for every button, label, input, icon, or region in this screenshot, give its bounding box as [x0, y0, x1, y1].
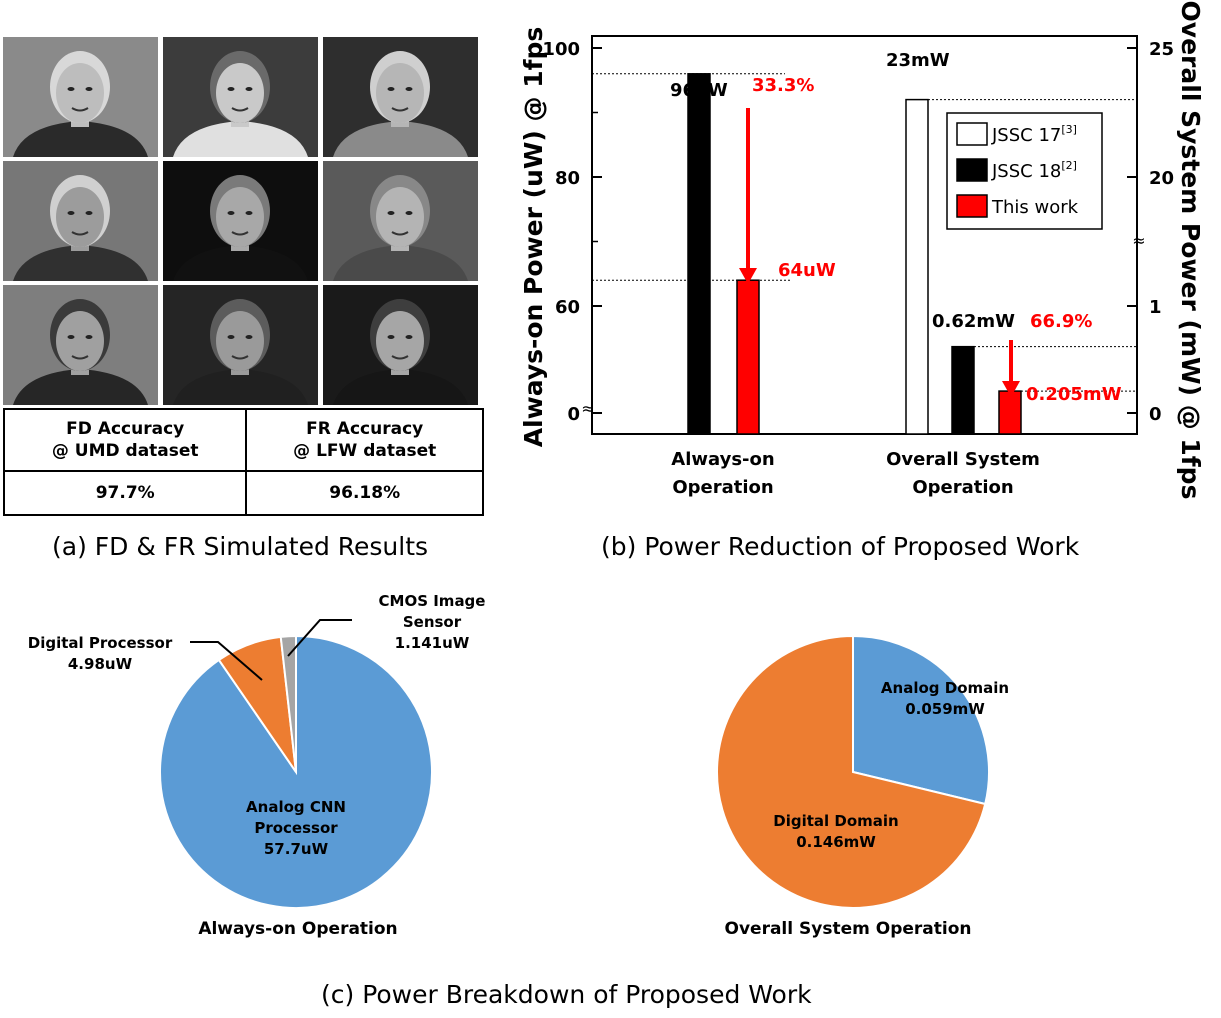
- face-photo: [163, 285, 318, 405]
- right-tick-label: 0: [1149, 404, 1162, 425]
- legend-label: JSSC 18[2]: [991, 159, 1077, 182]
- caption-panel-b: (b) Power Reduction of Proposed Work: [601, 532, 1080, 561]
- legend-label: This work: [991, 197, 1079, 218]
- table-header-fr: FR Accuracy @ LFW dataset: [245, 408, 484, 472]
- bar-jssc18-always-on: [687, 73, 711, 435]
- category-label: Overall System: [886, 449, 1040, 470]
- pie-slice-label: Digital Processor: [28, 634, 173, 652]
- face-photo: [3, 37, 158, 157]
- chart-legend: JSSC 17[3] JSSC 18[2] This work: [946, 112, 1103, 230]
- category-label: Operation: [912, 477, 1013, 498]
- left-axis-title: Always-on Power (uW) @ 1fps: [519, 27, 548, 448]
- pie-slice-label: 57.7uW: [264, 840, 329, 858]
- category-label: Operation: [672, 477, 773, 498]
- left-tick-label: 60: [555, 297, 580, 318]
- leader-line-digital: [190, 641, 263, 681]
- pie-slice-label: Sensor: [403, 613, 462, 631]
- table-header-fd: FD Accuracy @ UMD dataset: [2, 408, 248, 472]
- face-photo: [323, 285, 478, 405]
- face-photo: [323, 161, 478, 281]
- reduction-label-overall: 66.9%: [1030, 311, 1092, 332]
- accuracy-table: FD Accuracy @ UMD dataset FR Accuracy @ LF…: [2, 408, 484, 516]
- legend-swatch: [956, 122, 988, 146]
- value-label-96uw: 96uW: [670, 80, 728, 101]
- pie-title: Always-on Operation: [198, 919, 397, 939]
- face-photo: [3, 285, 158, 405]
- legend-swatch: [956, 194, 988, 218]
- right-tick-label: 1: [1149, 297, 1162, 318]
- pie-slice-label: Processor: [254, 819, 338, 837]
- reduction-label-always-on: 33.3%: [752, 75, 814, 96]
- pie-slice-label: 4.98uW: [68, 655, 133, 673]
- left-tick-label: 100: [542, 39, 580, 60]
- right-axis-break: ≈: [1132, 231, 1145, 250]
- table-cell-fr-accuracy: 96.18%: [245, 470, 484, 516]
- pie-slice-label: Digital Domain: [773, 812, 898, 830]
- face-photo: [163, 37, 318, 157]
- pie-slice-label: Analog CNN: [246, 798, 346, 816]
- legend-swatch: [956, 158, 988, 182]
- bar-this-work-always-on: [736, 279, 760, 435]
- value-label-23mw: 23mW: [886, 50, 950, 71]
- reduction-arrow-overall-head: [1002, 381, 1020, 397]
- face-photo: [323, 37, 478, 157]
- face-photo: [3, 161, 158, 281]
- bar-this-work-overall: [998, 390, 1022, 435]
- pie-slice-label: 1.141uW: [395, 634, 470, 652]
- pie-slice-label: CMOS Image: [379, 592, 486, 610]
- plot-frame: [591, 35, 1138, 435]
- pie-slice-label: 0.146mW: [796, 833, 876, 851]
- right-axis-title: Overall System Power (mW) @ 1fps: [1176, 1, 1205, 500]
- pie-slice: [716, 634, 987, 909]
- value-label-0205mw: 0.205mW: [1026, 384, 1122, 405]
- pie-slice-label: 0.059mW: [905, 700, 985, 718]
- left-tick-label: 0: [567, 404, 580, 425]
- value-label-64uw: 64uW: [778, 260, 836, 281]
- left-axis-break: ≈: [581, 399, 594, 418]
- face-photo: [163, 161, 318, 281]
- left-tick-label: 80: [555, 168, 580, 189]
- power-breakdown-charts: Analog CNN Processor 57.7uW Digital Process…: [28, 592, 1009, 939]
- bar-jssc17-overall: [905, 98, 929, 435]
- pie-slice-label: Analog Domain: [881, 679, 1009, 697]
- bar-jssc18-overall: [951, 345, 975, 435]
- value-label-062mw: 0.62mW: [932, 311, 1015, 332]
- right-tick-label: 20: [1149, 168, 1174, 189]
- category-label: Always-on: [671, 449, 774, 470]
- caption-panel-a: (a) FD & FR Simulated Results: [52, 532, 429, 561]
- right-tick-label: 25: [1149, 39, 1174, 60]
- caption-panel-c: (c) Power Breakdown of Proposed Work: [321, 980, 812, 1009]
- leader-line-cmos: [287, 619, 352, 657]
- pie-slice: [279, 634, 297, 773]
- legend-label: JSSC 17[3]: [991, 123, 1077, 146]
- reduction-arrow-always-on-head: [739, 268, 757, 284]
- table-cell-fd-accuracy: 97.7%: [2, 470, 248, 516]
- pie-title: Overall System Operation: [725, 919, 972, 939]
- pie-slice: [852, 634, 990, 806]
